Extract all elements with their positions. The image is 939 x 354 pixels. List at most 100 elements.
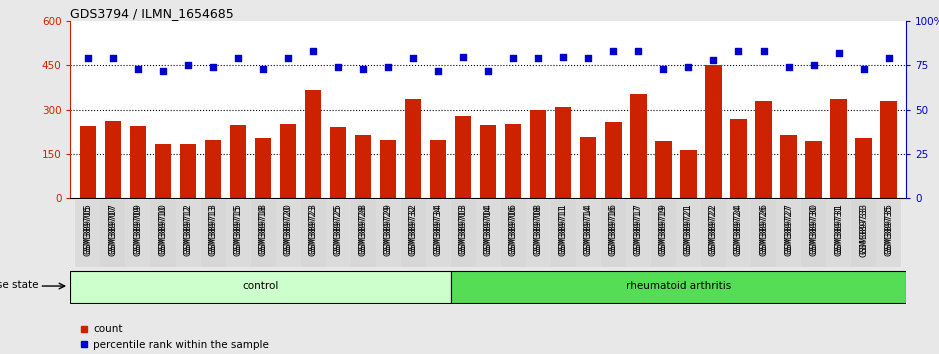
Text: GSM389719: GSM389719 — [659, 205, 668, 256]
Text: GSM389730: GSM389730 — [809, 203, 818, 255]
Text: GSM389732: GSM389732 — [408, 203, 418, 255]
Bar — [681, 150, 697, 198]
Bar — [280, 124, 296, 198]
Text: GSM389724: GSM389724 — [734, 205, 743, 256]
Text: GSM389725: GSM389725 — [333, 205, 343, 256]
Bar — [700, 200, 726, 267]
Bar — [505, 124, 521, 198]
Point — [305, 48, 320, 54]
Point — [856, 66, 871, 72]
Text: GSM389720: GSM389720 — [284, 205, 293, 256]
Text: GSM389703: GSM389703 — [459, 203, 468, 255]
Point — [331, 64, 346, 70]
Text: GSM389715: GSM389715 — [234, 203, 242, 254]
Text: rheumatoid arthritis: rheumatoid arthritis — [625, 281, 731, 291]
Text: GSM389712: GSM389712 — [183, 205, 192, 256]
Text: GSM389707: GSM389707 — [109, 203, 117, 255]
Text: GSM389716: GSM389716 — [608, 203, 618, 255]
Text: GSM389722: GSM389722 — [709, 205, 718, 256]
Text: GSM389713: GSM389713 — [208, 205, 218, 256]
Bar — [75, 200, 100, 267]
Text: GSM389710: GSM389710 — [159, 205, 167, 256]
Bar — [126, 200, 150, 267]
Bar — [626, 200, 651, 267]
Bar — [405, 98, 422, 198]
Text: GSM389734: GSM389734 — [434, 205, 442, 256]
Bar — [531, 110, 546, 198]
Bar — [276, 200, 300, 267]
Bar — [630, 95, 647, 198]
Bar — [801, 200, 826, 267]
Bar — [655, 141, 671, 198]
Text: GSM389733: GSM389733 — [859, 205, 868, 257]
Text: GSM389724: GSM389724 — [734, 203, 743, 254]
Point — [531, 56, 546, 61]
Legend: count, percentile rank within the sample: count, percentile rank within the sample — [76, 320, 273, 354]
Bar — [580, 137, 596, 198]
Bar — [851, 200, 876, 267]
Bar — [376, 200, 401, 267]
Text: GSM389708: GSM389708 — [534, 205, 543, 256]
Text: GSM389721: GSM389721 — [684, 205, 693, 256]
Point — [455, 54, 470, 59]
Text: GSM389727: GSM389727 — [784, 205, 793, 256]
Point — [706, 57, 721, 63]
Bar — [726, 200, 751, 267]
Point — [631, 48, 646, 54]
Point — [105, 56, 120, 61]
Bar — [881, 102, 897, 198]
Bar — [176, 200, 201, 267]
Text: GSM389705: GSM389705 — [84, 203, 92, 254]
Text: GSM389706: GSM389706 — [509, 203, 517, 255]
Bar — [430, 140, 446, 198]
Text: GSM389713: GSM389713 — [208, 203, 218, 255]
Text: GSM389709: GSM389709 — [133, 205, 143, 256]
Bar — [355, 135, 371, 198]
Bar — [205, 140, 222, 198]
Point — [481, 68, 496, 74]
Point — [731, 48, 746, 54]
Text: GSM389735: GSM389735 — [885, 205, 893, 256]
Bar — [80, 126, 96, 198]
Text: GSM389704: GSM389704 — [484, 205, 493, 256]
Point — [831, 50, 846, 56]
Point — [180, 63, 195, 68]
Text: GSM389714: GSM389714 — [584, 205, 593, 256]
Bar — [731, 119, 747, 198]
Text: GSM389704: GSM389704 — [484, 203, 493, 254]
Bar — [455, 116, 471, 198]
Text: GSM389726: GSM389726 — [759, 203, 768, 255]
Text: GDS3794 / ILMN_1654685: GDS3794 / ILMN_1654685 — [70, 7, 234, 20]
Text: GSM389732: GSM389732 — [408, 205, 418, 256]
Text: GSM389729: GSM389729 — [384, 205, 393, 256]
Bar — [425, 200, 451, 267]
Text: GSM389718: GSM389718 — [258, 203, 268, 255]
Text: control: control — [242, 281, 279, 291]
Bar — [576, 200, 601, 267]
Bar — [551, 200, 576, 267]
Bar — [776, 200, 801, 267]
Bar — [300, 200, 326, 267]
Text: GSM389726: GSM389726 — [759, 205, 768, 256]
Bar — [150, 200, 176, 267]
Bar — [705, 65, 721, 198]
Text: GSM389703: GSM389703 — [459, 205, 468, 256]
Bar — [251, 200, 276, 267]
Text: GSM389706: GSM389706 — [509, 205, 517, 256]
Bar — [225, 200, 251, 267]
Bar — [755, 102, 772, 198]
Bar — [105, 121, 121, 198]
Text: GSM389731: GSM389731 — [834, 203, 843, 255]
Text: GSM389717: GSM389717 — [634, 203, 643, 255]
Bar — [401, 200, 425, 267]
Bar — [751, 200, 776, 267]
Bar — [130, 126, 146, 198]
Text: GSM389712: GSM389712 — [183, 203, 192, 254]
Point — [356, 66, 371, 72]
Bar — [830, 98, 847, 198]
Point — [231, 56, 246, 61]
Point — [431, 68, 446, 74]
Point — [681, 64, 696, 70]
Point — [131, 66, 146, 72]
Text: GSM389723: GSM389723 — [309, 205, 317, 256]
